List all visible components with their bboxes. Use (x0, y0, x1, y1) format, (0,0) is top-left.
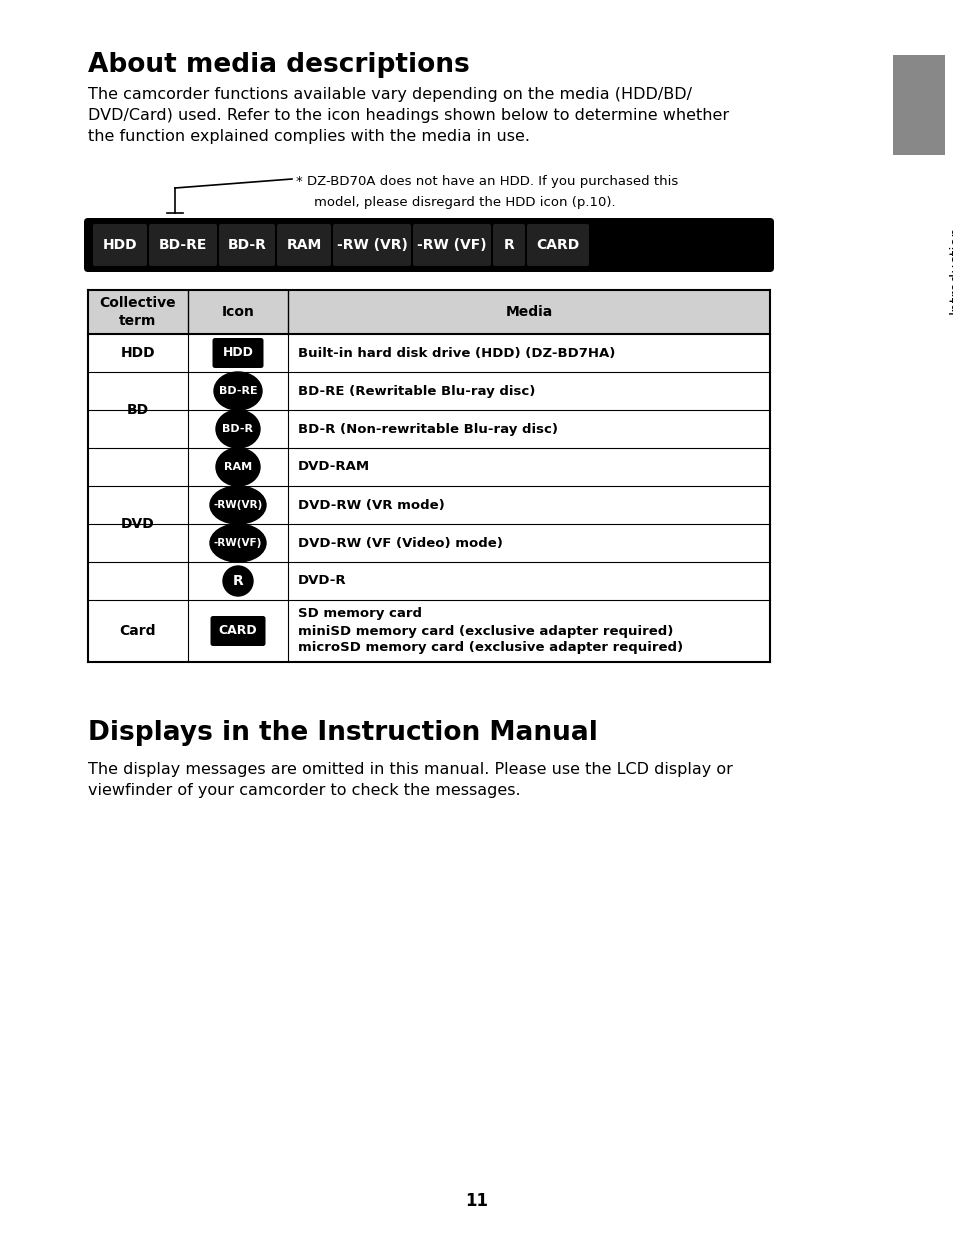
Text: BD: BD (127, 403, 149, 417)
Text: -RW(VR): -RW(VR) (213, 500, 262, 510)
FancyBboxPatch shape (333, 224, 411, 266)
Text: BD-R: BD-R (228, 238, 266, 252)
Text: Collective
term: Collective term (99, 296, 176, 327)
Text: RAM: RAM (224, 462, 252, 472)
Text: microSD memory card (exclusive adapter required): microSD memory card (exclusive adapter r… (297, 641, 682, 655)
Text: CARD: CARD (218, 625, 257, 637)
Text: BD-RE: BD-RE (218, 387, 257, 396)
Text: BD-R: BD-R (222, 424, 253, 433)
Text: DVD-R: DVD-R (297, 574, 346, 588)
Text: HDD: HDD (103, 238, 137, 252)
Text: The display messages are omitted in this manual. Please use the LCD display or: The display messages are omitted in this… (88, 762, 732, 777)
Text: The camcorder functions available vary depending on the media (HDD/BD/: The camcorder functions available vary d… (88, 86, 691, 103)
FancyBboxPatch shape (413, 224, 491, 266)
Text: BD-R (Non-rewritable Blu-ray disc): BD-R (Non-rewritable Blu-ray disc) (297, 422, 558, 436)
Text: R: R (233, 574, 243, 588)
Text: model, please disregard the HDD icon (p.10).: model, please disregard the HDD icon (p.… (314, 196, 615, 209)
Text: -RW (VR): -RW (VR) (336, 238, 407, 252)
FancyBboxPatch shape (219, 224, 274, 266)
Text: BD-RE (Rewritable Blu-ray disc): BD-RE (Rewritable Blu-ray disc) (297, 384, 535, 398)
Text: -RW (VF): -RW (VF) (416, 238, 486, 252)
Ellipse shape (210, 524, 266, 562)
Ellipse shape (213, 372, 262, 410)
Ellipse shape (215, 410, 260, 448)
Text: Card: Card (120, 624, 156, 638)
Text: RAM: RAM (286, 238, 321, 252)
Bar (892, 56, 944, 156)
Text: SD memory card: SD memory card (297, 608, 421, 620)
Text: Displays in the Instruction Manual: Displays in the Instruction Manual (88, 720, 598, 746)
Text: Built-in hard disk drive (HDD) (DZ-BD7HA): Built-in hard disk drive (HDD) (DZ-BD7HA… (297, 347, 615, 359)
Text: * DZ-BD70A does not have an HDD. If you purchased this: * DZ-BD70A does not have an HDD. If you … (295, 175, 678, 188)
Text: HDD: HDD (121, 346, 155, 359)
Circle shape (223, 566, 253, 597)
Text: HDD: HDD (222, 347, 253, 359)
FancyBboxPatch shape (213, 338, 263, 368)
Bar (88, 290, 769, 333)
Text: About media descriptions: About media descriptions (88, 52, 469, 78)
Text: Icon: Icon (221, 305, 254, 319)
FancyBboxPatch shape (92, 224, 147, 266)
FancyBboxPatch shape (276, 224, 331, 266)
Text: CARD: CARD (536, 238, 579, 252)
Ellipse shape (210, 487, 266, 524)
Text: Media: Media (505, 305, 552, 319)
Text: viewfinder of your camcorder to check the messages.: viewfinder of your camcorder to check th… (88, 783, 520, 798)
Text: miniSD memory card (exclusive adapter required): miniSD memory card (exclusive adapter re… (297, 625, 673, 637)
FancyBboxPatch shape (84, 219, 773, 272)
Text: 11: 11 (465, 1192, 488, 1210)
FancyBboxPatch shape (149, 224, 216, 266)
Text: DVD/Card) used. Refer to the icon headings shown below to determine whether: DVD/Card) used. Refer to the icon headin… (88, 107, 728, 124)
Text: DVD-RAM: DVD-RAM (297, 461, 370, 473)
Ellipse shape (215, 448, 260, 487)
FancyBboxPatch shape (493, 224, 524, 266)
Text: R: R (503, 238, 514, 252)
Text: BD-RE: BD-RE (158, 238, 207, 252)
Text: -RW(VF): -RW(VF) (213, 538, 262, 548)
Text: DVD-RW (VF (Video) mode): DVD-RW (VF (Video) mode) (297, 536, 502, 550)
Text: DVD-RW (VR mode): DVD-RW (VR mode) (297, 499, 444, 511)
Text: DVD: DVD (121, 517, 154, 531)
Text: Introduction: Introduction (947, 226, 953, 315)
Text: the function explained complies with the media in use.: the function explained complies with the… (88, 128, 530, 144)
FancyBboxPatch shape (526, 224, 588, 266)
FancyBboxPatch shape (211, 616, 265, 646)
